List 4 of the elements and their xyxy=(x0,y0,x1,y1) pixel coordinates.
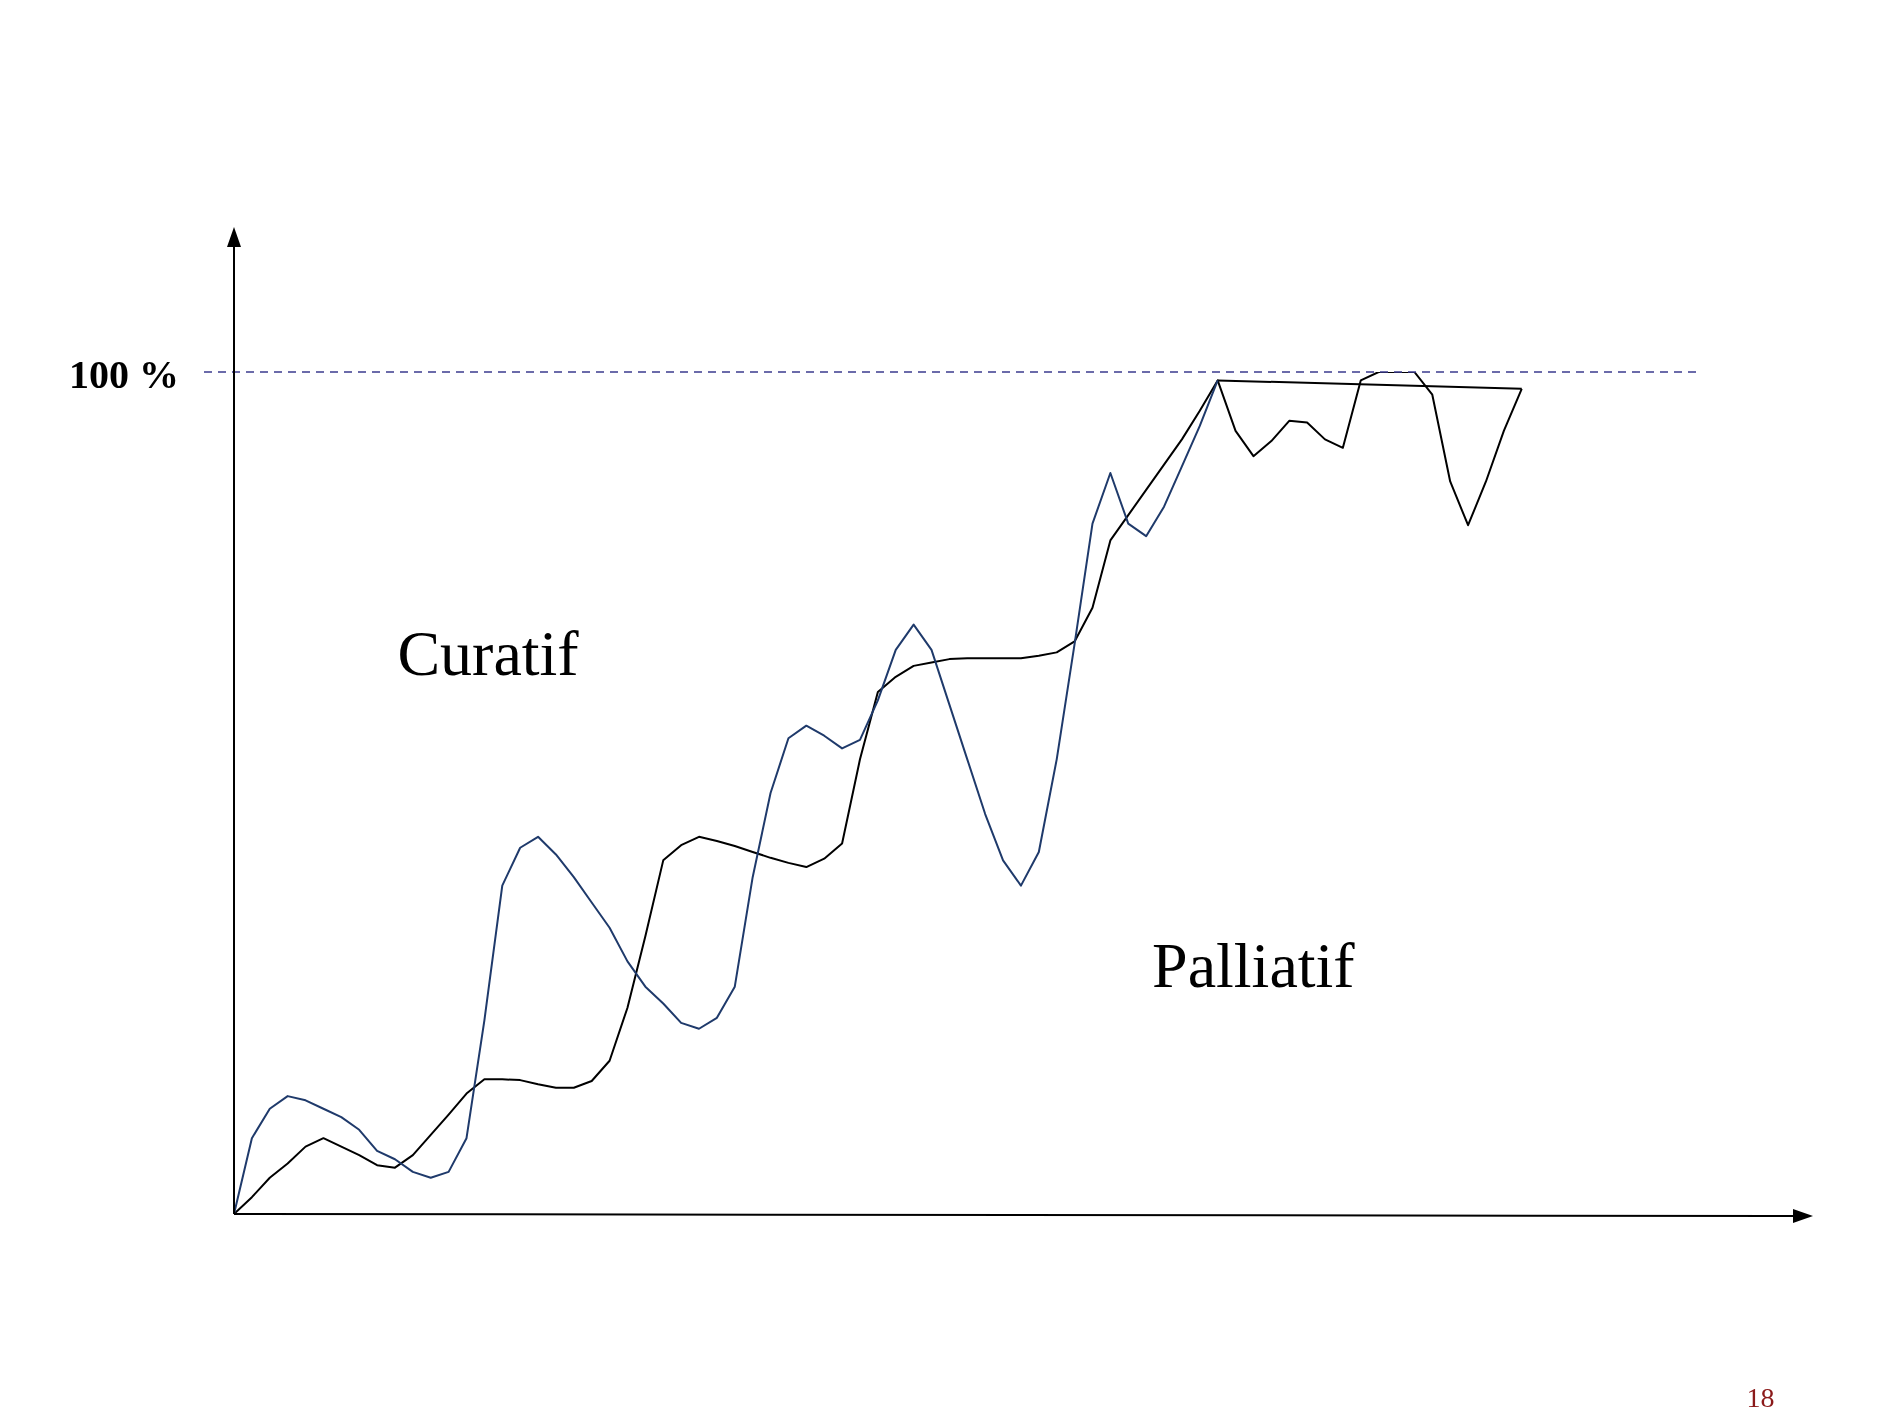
text: 18 xyxy=(1746,1381,1775,1413)
annotation: Curatif xyxy=(397,618,580,690)
ref-line-label: 100 % xyxy=(69,352,179,398)
annotation: Palliatif xyxy=(1152,929,1356,1001)
